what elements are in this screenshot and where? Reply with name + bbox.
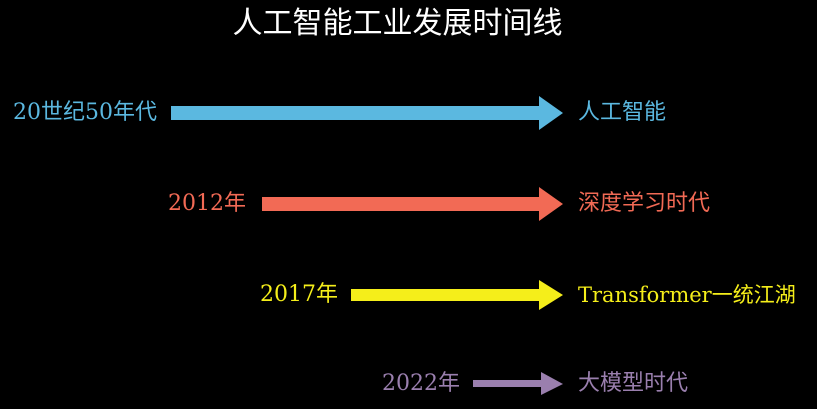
- arrow-shape: [262, 187, 563, 221]
- arrow-shaft: [262, 197, 541, 211]
- arrow-shape: [171, 96, 563, 130]
- timeline-start-label: 2017年: [260, 282, 338, 307]
- timeline-row: 2012年 深度学习时代: [0, 184, 817, 224]
- timeline-title: 人工智能工业发展时间线: [232, 6, 563, 41]
- arrow-shape: [351, 280, 563, 310]
- arrow-head: [539, 96, 563, 130]
- timeline-arrow-icon: [351, 275, 563, 315]
- arrow-head: [541, 372, 563, 395]
- arrow-shaft: [351, 289, 541, 301]
- timeline-start-label: 2012年: [168, 191, 246, 216]
- timeline-end-label: 大模型时代: [578, 371, 689, 396]
- timeline-row: 2017年 Transformer一统江湖: [0, 275, 817, 315]
- arrow-shape: [473, 372, 563, 395]
- timeline-end-label: Transformer一统江湖: [578, 283, 796, 307]
- timeline-arrow-icon: [262, 184, 563, 224]
- arrow-head: [539, 280, 563, 310]
- timeline-start-label: 2022年: [382, 371, 460, 396]
- timeline-row: 2022年 大模型时代: [0, 364, 817, 404]
- timeline-arrow-icon: [171, 93, 563, 133]
- timeline-row: 20世纪50年代 人工智能: [0, 93, 817, 133]
- arrow-shaft: [171, 106, 541, 120]
- timeline-end-label: 人工智能: [578, 100, 667, 125]
- timeline-start-label: 20世纪50年代: [13, 100, 157, 125]
- timeline-end-label: 深度学习时代: [578, 191, 711, 216]
- arrow-head: [539, 187, 563, 221]
- timeline-arrow-icon: [473, 364, 563, 404]
- arrow-shaft: [473, 380, 543, 387]
